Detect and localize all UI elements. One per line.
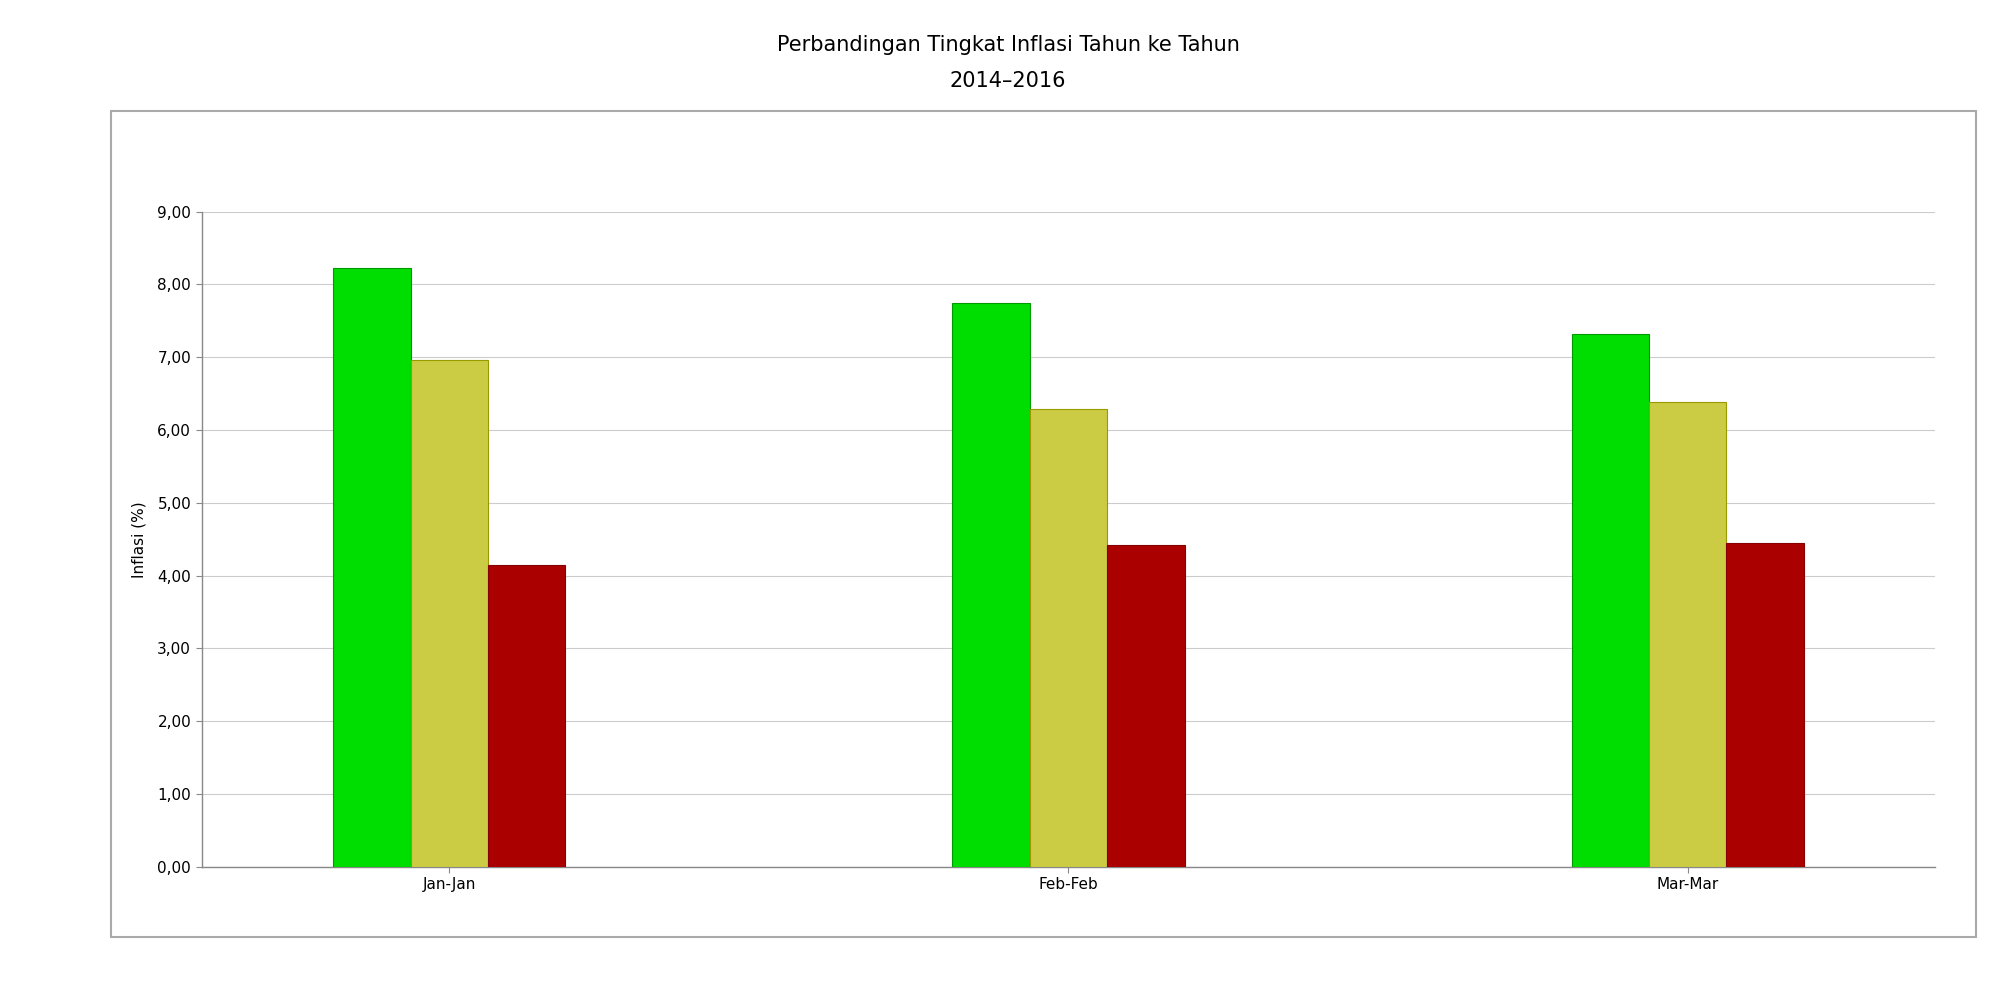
Text: 2014–2016: 2014–2016 [950, 71, 1066, 91]
Bar [488, 565, 564, 867]
Bar [1572, 334, 1649, 867]
Bar [1030, 409, 1107, 867]
Bar [333, 268, 411, 867]
Y-axis label: Inflasi (%): Inflasi (%) [131, 501, 147, 578]
Bar [1107, 545, 1185, 867]
Bar [1649, 402, 1726, 867]
Bar [411, 360, 488, 867]
Text: Perbandingan Tingkat Inflasi Tahun ke Tahun: Perbandingan Tingkat Inflasi Tahun ke Ta… [776, 35, 1240, 55]
Bar [1726, 543, 1804, 867]
Bar [952, 302, 1030, 867]
